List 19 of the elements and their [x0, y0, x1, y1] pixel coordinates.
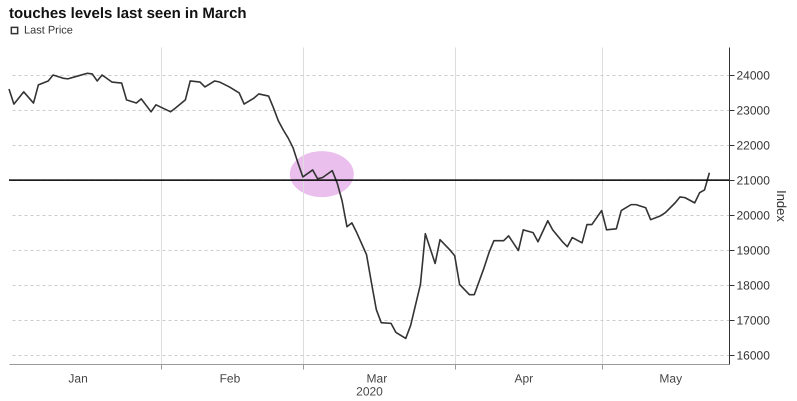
legend-label: Last Price: [24, 24, 73, 36]
x-tick-label: Feb: [220, 372, 241, 386]
y-tick-label: 24000: [736, 68, 770, 83]
y-tick-label: 19000: [736, 244, 770, 258]
chart-title: touches levels last seen in March: [9, 5, 247, 22]
y-tick-label: 23000: [736, 104, 770, 118]
y-tick-label: 17000: [736, 314, 770, 328]
x-tick-label: Apr: [514, 372, 534, 386]
y-tick-label: 18000: [736, 278, 770, 293]
y-tick-label: 22000: [736, 138, 770, 153]
y-tick-label: 21000: [736, 174, 770, 188]
y-tick-label: 20000: [736, 208, 770, 223]
line-series: [8, 72, 710, 340]
y-tick-label: 16000: [736, 348, 770, 363]
y-axis-title: Index: [774, 190, 789, 222]
x-tick-label: Jan: [68, 372, 88, 386]
x-tick-label: Mar: [366, 372, 388, 386]
x-axis-title: 2020: [356, 384, 384, 398]
x-tick-label: May: [659, 372, 682, 386]
